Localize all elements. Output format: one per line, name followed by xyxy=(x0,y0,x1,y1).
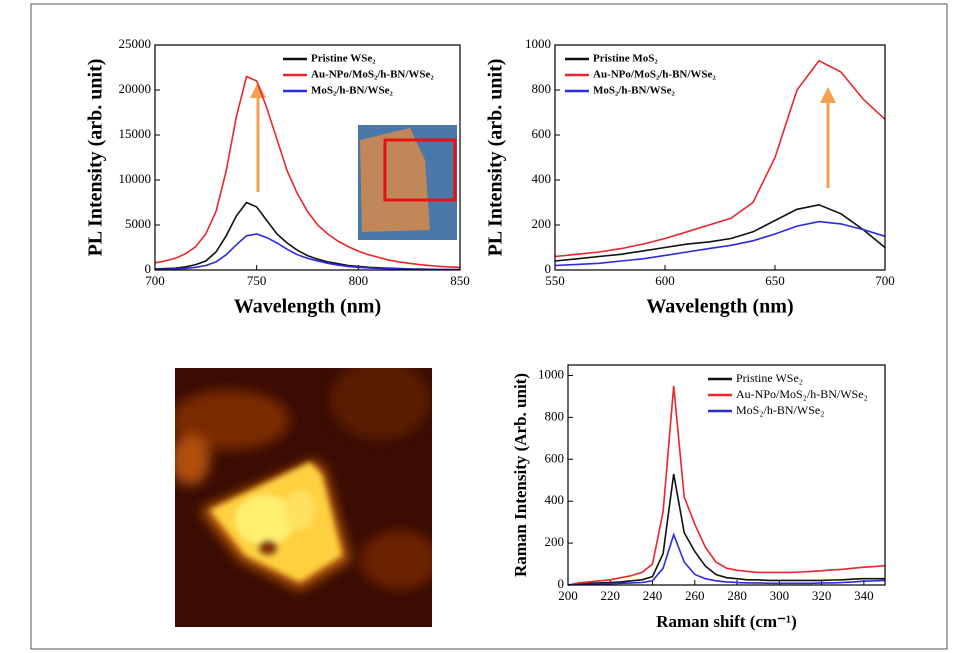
y-tick-label: 0 xyxy=(145,261,152,276)
y-tick-label: 200 xyxy=(545,534,565,549)
pl-map xyxy=(175,368,432,627)
x-tick-label: 700 xyxy=(145,273,165,288)
y-tick-label: 1000 xyxy=(538,366,564,381)
x-axis-label: Raman shift (cm⁻¹) xyxy=(656,612,797,631)
y-tick-label: 600 xyxy=(545,450,565,465)
x-axis-label: Wavelength (nm) xyxy=(646,296,793,318)
legend-label: Pristine WSe₂ xyxy=(311,53,376,65)
y-tick-label: 1000 xyxy=(525,36,551,51)
x-tick-label: 220 xyxy=(601,588,621,603)
y-tick-label: 10000 xyxy=(119,171,152,186)
line-series xyxy=(567,532,886,586)
x-tick-label: 320 xyxy=(812,588,832,603)
y-tick-label: 800 xyxy=(545,408,565,423)
line-series xyxy=(154,75,461,269)
line-series xyxy=(554,59,886,258)
x-tick-label: 340 xyxy=(854,588,874,603)
arrow xyxy=(820,87,836,188)
y-tick-label: 200 xyxy=(532,216,552,231)
x-tick-label: 650 xyxy=(765,273,785,288)
x-tick-label: 600 xyxy=(655,273,675,288)
legend-label: MoS₂/h-BN/WSe₂ xyxy=(736,403,824,417)
line-series xyxy=(567,385,886,586)
x-tick-label: 300 xyxy=(770,588,790,603)
y-tick-label: 600 xyxy=(532,126,552,141)
y-axis-label: Raman Intensity (Arb. unit) xyxy=(511,373,530,577)
y-tick-label: 800 xyxy=(532,81,552,96)
line-series xyxy=(154,233,461,271)
x-tick-label: 700 xyxy=(875,273,895,288)
optical-inset xyxy=(358,125,457,240)
legend-label: Pristine MoS₂ xyxy=(593,53,658,65)
y-tick-label: 15000 xyxy=(119,126,152,141)
plot-frame xyxy=(567,364,886,586)
y-tick-label: 20000 xyxy=(119,81,152,96)
line-series xyxy=(554,203,886,262)
y-tick-label: 5000 xyxy=(125,216,151,231)
legend-label: Pristine WSe₂ xyxy=(736,371,803,385)
plot-frame xyxy=(554,44,886,271)
legend-label: MoS₂/h-BN/WSe₂ xyxy=(311,85,393,97)
y-tick-label: 25000 xyxy=(119,36,152,51)
x-axis-label: Wavelength (nm) xyxy=(234,296,381,318)
y-axis-label: PL Intensity (arb. unit) xyxy=(85,59,107,257)
plot-frame xyxy=(154,44,461,271)
legend-label: Au-NPo/MoS₂/h-BN/WSe₂ xyxy=(311,69,434,81)
x-tick-label: 260 xyxy=(685,588,705,603)
x-tick-label: 550 xyxy=(545,273,565,288)
legend-label: Au-NPo/MoS₂/h-BN/WSe₂ xyxy=(736,387,868,401)
x-tick-label: 850 xyxy=(450,273,470,288)
x-tick-label: 200 xyxy=(558,588,578,603)
x-tick-label: 240 xyxy=(643,588,663,603)
x-tick-label: 800 xyxy=(349,273,369,288)
legend-label: Au-NPo/MoS₂/h-BN/WSe₂ xyxy=(593,69,716,81)
y-tick-label: 400 xyxy=(532,171,552,186)
y-axis-label: PL Intensity (arb. unit) xyxy=(485,59,507,257)
x-tick-label: 750 xyxy=(247,273,267,288)
legend-label: MoS₂/h-BN/WSe₂ xyxy=(593,85,675,97)
y-tick-label: 0 xyxy=(558,576,565,591)
line-series xyxy=(554,220,886,267)
y-tick-label: 0 xyxy=(545,261,552,276)
x-tick-label: 280 xyxy=(727,588,747,603)
line-series xyxy=(567,473,885,586)
y-tick-label: 400 xyxy=(545,492,565,507)
